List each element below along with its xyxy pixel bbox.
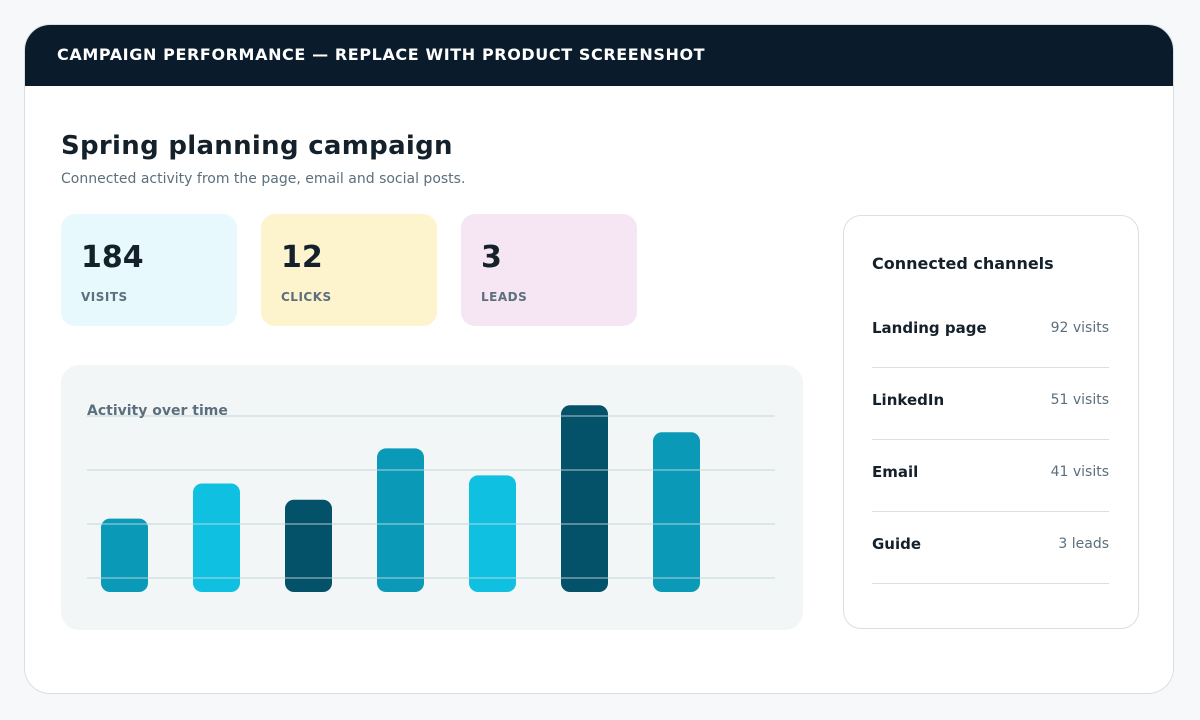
chart-bar: [653, 432, 700, 592]
chart-bar: [193, 483, 240, 592]
activity-chart: [87, 405, 775, 592]
channel-value: 3 leads: [1058, 536, 1109, 552]
channel-name: Email: [872, 463, 919, 481]
channel-row-email: Email 41 visits: [872, 440, 1109, 512]
channel-row-guide: Guide 3 leads: [872, 512, 1109, 584]
stat-value: 3: [481, 240, 502, 275]
stat-card-clicks: 12 CLICKS: [261, 214, 437, 326]
page-subtitle: Connected activity from the page, email …: [61, 171, 466, 187]
channel-value: 92 visits: [1050, 320, 1109, 336]
connected-channels-panel: Connected channels Landing page 92 visit…: [843, 215, 1139, 629]
stat-value: 184: [81, 240, 144, 275]
stat-label: CLICKS: [281, 290, 332, 304]
channel-row-linkedin: LinkedIn 51 visits: [872, 368, 1109, 440]
channel-value: 41 visits: [1050, 464, 1109, 480]
stat-value: 12: [281, 240, 323, 275]
dashboard-frame: CAMPAIGN PERFORMANCE — REPLACE WITH PROD…: [24, 24, 1174, 694]
header-title: CAMPAIGN PERFORMANCE — REPLACE WITH PROD…: [57, 45, 706, 64]
stat-label: VISITS: [81, 290, 128, 304]
chart-bar: [377, 448, 424, 592]
channel-value: 51 visits: [1050, 392, 1109, 408]
header-bar: CAMPAIGN PERFORMANCE — REPLACE WITH PROD…: [25, 25, 1173, 86]
channel-name: Guide: [872, 535, 922, 553]
stat-label: LEADS: [481, 290, 528, 304]
activity-chart-card: Activity over time: [61, 365, 803, 630]
channel-name: Landing page: [872, 319, 987, 337]
channel-row-landing-page: Landing page 92 visits: [872, 296, 1109, 368]
stat-card-visits: 184 VISITS: [61, 214, 237, 326]
chart-bar: [285, 499, 332, 592]
stat-card-leads: 3 LEADS: [461, 214, 637, 326]
chart-title: Activity over time: [87, 403, 228, 419]
channels-title: Connected channels: [872, 254, 1054, 273]
channel-name: LinkedIn: [872, 391, 945, 409]
chart-bar: [101, 518, 148, 592]
chart-bar: [561, 405, 608, 592]
chart-bar: [469, 475, 516, 592]
page-title: Spring planning campaign: [61, 131, 453, 161]
